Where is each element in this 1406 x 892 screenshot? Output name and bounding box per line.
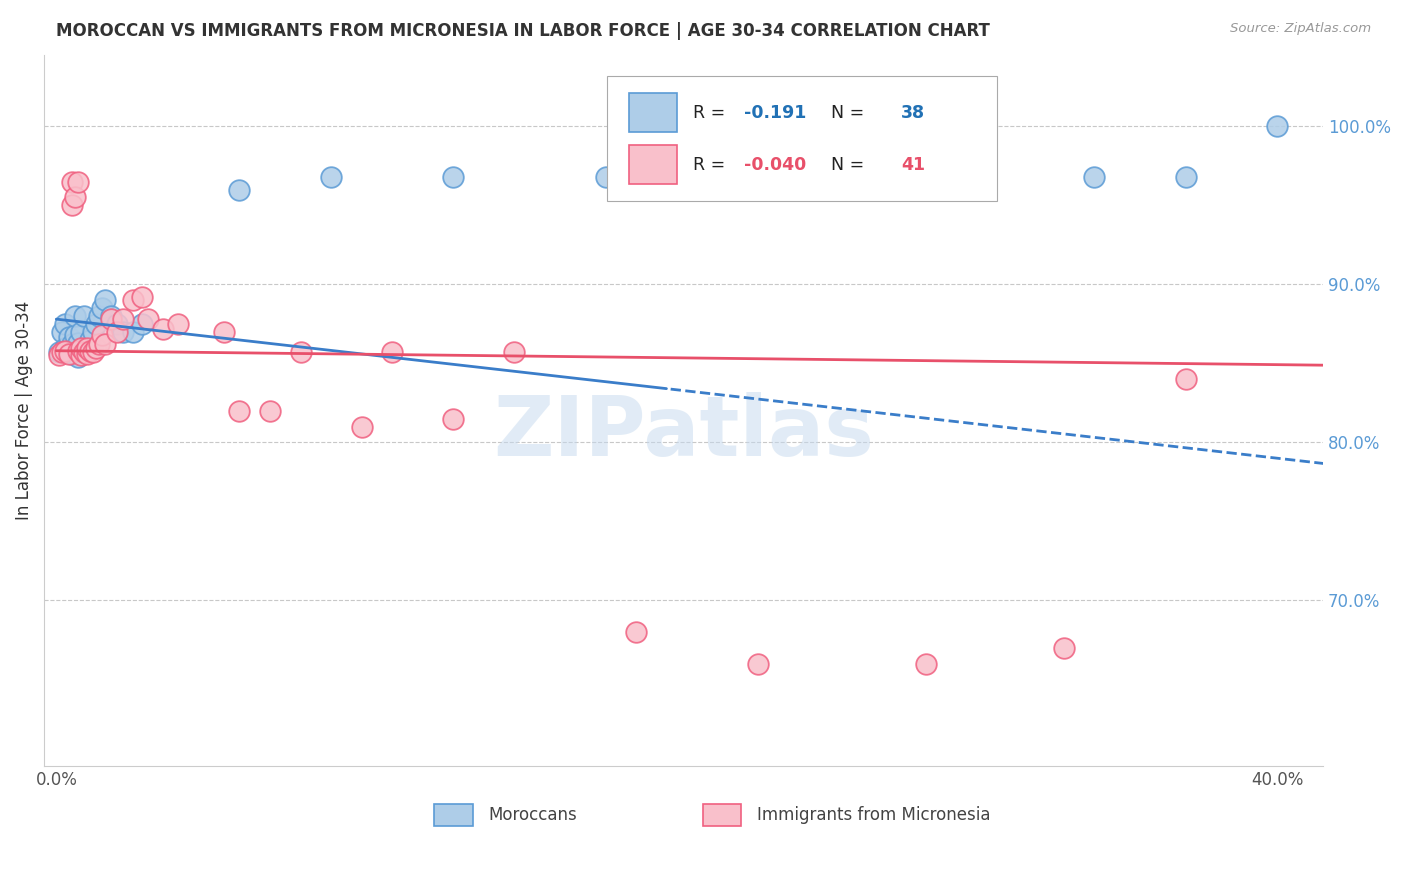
Point <box>290 345 312 359</box>
Point <box>105 317 128 331</box>
Point <box>931 169 953 184</box>
Text: N =: N = <box>821 103 870 122</box>
Text: ZIPatlas: ZIPatlas <box>494 392 875 473</box>
Point <box>100 312 122 326</box>
Point <box>94 337 117 351</box>
Point <box>79 333 101 347</box>
Point <box>381 345 404 359</box>
Point <box>84 317 107 331</box>
Point <box>69 349 91 363</box>
Point <box>82 325 104 339</box>
Point <box>1174 372 1197 386</box>
Point <box>152 321 174 335</box>
Point <box>259 404 281 418</box>
Point <box>1083 169 1105 184</box>
Point <box>55 341 77 355</box>
Point <box>94 293 117 307</box>
Point <box>626 625 648 640</box>
Point <box>100 309 122 323</box>
Point <box>66 350 89 364</box>
Point <box>63 190 86 204</box>
Point <box>136 312 159 326</box>
Point <box>441 411 464 425</box>
Point <box>228 182 250 196</box>
Point <box>131 290 153 304</box>
Text: 38: 38 <box>901 103 925 122</box>
Point <box>319 169 342 184</box>
Point <box>73 343 96 358</box>
Point <box>228 404 250 418</box>
Point <box>58 347 80 361</box>
Point <box>51 325 73 339</box>
Text: Source: ZipAtlas.com: Source: ZipAtlas.com <box>1230 22 1371 36</box>
Point <box>73 345 96 359</box>
Point <box>76 347 98 361</box>
Point <box>212 325 235 339</box>
Point <box>69 325 91 339</box>
Point <box>66 335 89 350</box>
Text: MOROCCAN VS IMMIGRANTS FROM MICRONESIA IN LABOR FORCE | AGE 30-34 CORRELATION CH: MOROCCAN VS IMMIGRANTS FROM MICRONESIA I… <box>56 22 990 40</box>
Point <box>1174 169 1197 184</box>
Point <box>167 317 190 331</box>
Point <box>66 343 89 358</box>
Text: -0.040: -0.040 <box>744 155 806 174</box>
Point <box>69 341 91 355</box>
Point <box>778 169 800 184</box>
Point <box>1053 640 1076 655</box>
Point <box>60 198 83 212</box>
Point <box>91 301 114 315</box>
Point <box>79 343 101 358</box>
FancyBboxPatch shape <box>628 94 678 132</box>
Point <box>91 327 114 342</box>
Text: -0.191: -0.191 <box>744 103 806 122</box>
Text: N =: N = <box>821 155 870 174</box>
Point <box>84 341 107 355</box>
Text: Moroccans: Moroccans <box>488 805 576 824</box>
FancyBboxPatch shape <box>628 145 678 184</box>
Point <box>503 345 526 359</box>
Point <box>441 169 464 184</box>
Point <box>48 345 70 359</box>
Text: R =: R = <box>693 155 730 174</box>
Point <box>747 657 769 671</box>
Point <box>60 347 83 361</box>
Point <box>131 317 153 331</box>
Point <box>48 349 70 363</box>
Text: 41: 41 <box>901 155 925 174</box>
Point <box>60 175 83 189</box>
Y-axis label: In Labor Force | Age 30-34: In Labor Force | Age 30-34 <box>15 301 32 520</box>
Point <box>121 325 143 339</box>
Point <box>58 329 80 343</box>
Point <box>73 309 96 323</box>
Point <box>87 309 110 323</box>
Point <box>121 293 143 307</box>
Point <box>66 175 89 189</box>
Point <box>112 312 135 326</box>
FancyBboxPatch shape <box>703 805 741 825</box>
Text: Immigrants from Micronesia: Immigrants from Micronesia <box>756 805 990 824</box>
Point <box>82 345 104 359</box>
Point <box>58 343 80 358</box>
Point <box>51 345 73 359</box>
Point <box>55 343 77 358</box>
Point <box>350 419 373 434</box>
FancyBboxPatch shape <box>607 77 997 201</box>
Point <box>76 341 98 355</box>
Point <box>915 657 938 671</box>
Point <box>69 345 91 359</box>
Point <box>87 337 110 351</box>
Text: R =: R = <box>693 103 730 122</box>
FancyBboxPatch shape <box>434 805 472 825</box>
Point <box>76 345 98 359</box>
Point <box>55 317 77 331</box>
Point <box>112 325 135 339</box>
Point <box>63 327 86 342</box>
Point <box>60 337 83 351</box>
Point <box>105 325 128 339</box>
Point <box>595 169 617 184</box>
Point <box>1265 120 1288 134</box>
Point <box>76 341 98 355</box>
Point <box>63 309 86 323</box>
